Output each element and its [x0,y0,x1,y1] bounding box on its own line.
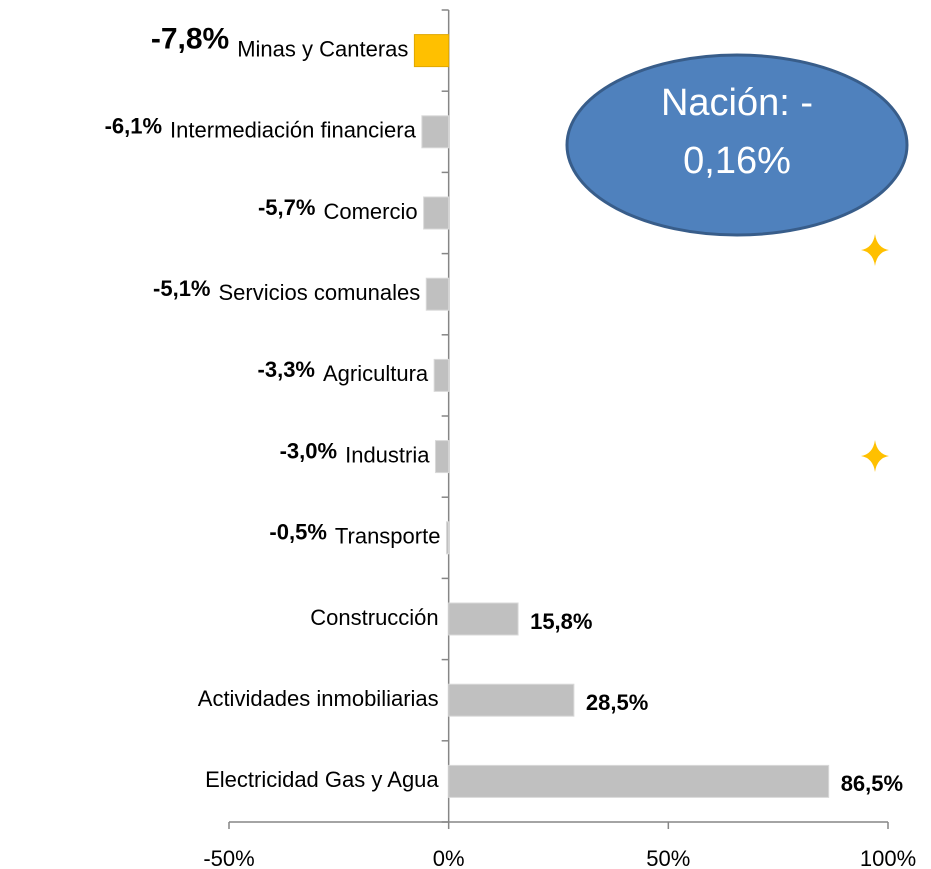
star [861,234,889,266]
bar [448,683,575,717]
value-label: 86,5% [841,771,903,796]
bar [413,34,450,68]
value-label: 15,8% [530,609,592,634]
value-label: -3,0% [280,438,337,463]
value-label: -5,1% [153,276,210,301]
bar [433,358,450,392]
category-label: Construcción [310,605,438,630]
category-label: Minas y Canteras [237,36,408,61]
category-label: Industria [345,442,430,467]
value-label: -0,5% [269,520,326,545]
category-label: Intermediación financiera [170,118,417,143]
value-label: -5,7% [258,195,315,220]
category-label: Comercio [323,199,417,224]
annotation-text: Nación: - [661,82,813,124]
category-label: Transporte [335,524,441,549]
value-label: -3,3% [258,357,315,382]
value-label: -6,1% [105,114,162,139]
value-label: -7,8% [151,23,229,56]
category-label: Agricultura [323,361,429,386]
x-tick-label: -50% [203,846,254,869]
category-label: Servicios comunales [219,280,421,305]
star [861,440,889,472]
annotation-bubble [565,53,909,237]
category-label: Electricidad Gas y Agua [205,767,439,792]
category-label: Actividades inmobiliarias [198,686,439,711]
value-label: 28,5% [586,690,648,715]
annotation-text: 0,16% [683,140,791,182]
bar [445,521,450,555]
x-tick-label: 100% [860,846,916,869]
bar [421,115,450,149]
bar [448,764,830,798]
bar [434,440,450,474]
x-tick-label: 50% [646,846,690,869]
bar [448,602,519,636]
x-tick-label: 0% [433,846,465,869]
bar [423,196,450,230]
bar [425,277,450,311]
